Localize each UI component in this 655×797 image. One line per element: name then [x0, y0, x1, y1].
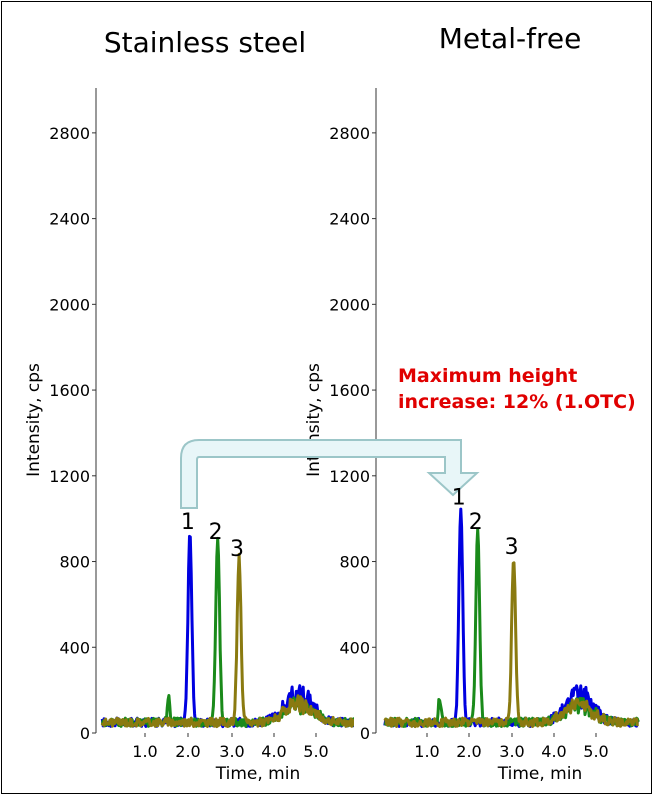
- annotation-line-2: increase: 12% (1.OTC): [398, 391, 636, 413]
- left-peak-label-2: 2: [209, 520, 223, 545]
- y-tick-label: 1200: [329, 467, 370, 486]
- y-tick-label: 400: [59, 638, 90, 657]
- y-tick-label: 2800: [49, 124, 90, 143]
- y-tick-label: 2400: [329, 210, 370, 229]
- y-tick-label: 1600: [49, 381, 90, 400]
- y-tick-label: 2000: [49, 295, 90, 314]
- y-tick-label: 2000: [329, 295, 370, 314]
- right-x-axis-label: Time, min: [497, 764, 582, 784]
- right-peak-label-3: 3: [505, 535, 519, 560]
- comparison-arrow: [180, 439, 480, 509]
- x-tick-label: 5.0: [583, 742, 608, 761]
- y-tick-label: 0: [80, 724, 90, 743]
- y-tick-label: 1200: [49, 467, 90, 486]
- right-series-3-trace: [383, 561, 639, 729]
- left-peak-labels: 1 23: [181, 510, 244, 562]
- x-tick-label: 4.0: [541, 742, 566, 761]
- right-traces: [383, 507, 640, 729]
- left-traces: [100, 534, 354, 729]
- x-tick-label: 2.0: [456, 742, 481, 761]
- left-peak-label-3: 3: [230, 537, 244, 562]
- left-series-3-trace: [100, 552, 354, 729]
- y-tick-label: 400: [339, 638, 370, 657]
- left-panel-title: Stainless steel: [104, 26, 306, 59]
- left-ticks: 0 400 800 1200 1600 2000 2400 2800 1.0 2.0 3.0 4.0 5…: [49, 124, 328, 761]
- y-tick-label: 1600: [329, 381, 370, 400]
- x-tick-label: 3.0: [499, 742, 524, 761]
- y-tick-label: 2800: [329, 124, 370, 143]
- left-x-axis-label: Time, min: [215, 764, 300, 784]
- x-tick-label: 1.0: [414, 742, 439, 761]
- left-peak-label-1: 1: [181, 510, 195, 535]
- x-tick-label: 3.0: [219, 742, 244, 761]
- right-peak-label-1: 1: [452, 486, 466, 511]
- left-series-2-trace: [100, 536, 354, 728]
- left-series-1-trace: [100, 534, 354, 729]
- y-tick-label: 2400: [49, 210, 90, 229]
- x-tick-label: 1.0: [132, 742, 157, 761]
- x-tick-label: 2.0: [175, 742, 200, 761]
- right-panel-title: Metal-free: [439, 22, 582, 55]
- right-ticks: 0 400 800 1200 1600 2000 2400 2800 1.0 2.0 3.0 4.0 5…: [329, 124, 608, 761]
- x-tick-label: 4.0: [261, 742, 286, 761]
- right-y-axis-label: Intensity, cps: [304, 363, 324, 477]
- y-tick-label: 800: [59, 553, 90, 572]
- right-peak-label-2: 2: [469, 510, 483, 535]
- y-tick-label: 800: [339, 553, 370, 572]
- annotation-line-1: Maximum height: [398, 365, 577, 387]
- y-tick-label: 0: [360, 724, 370, 743]
- x-tick-label: 5.0: [303, 742, 328, 761]
- left-y-axis-label: Intensity, cps: [24, 363, 44, 477]
- right-peak-labels: 123: [452, 486, 519, 560]
